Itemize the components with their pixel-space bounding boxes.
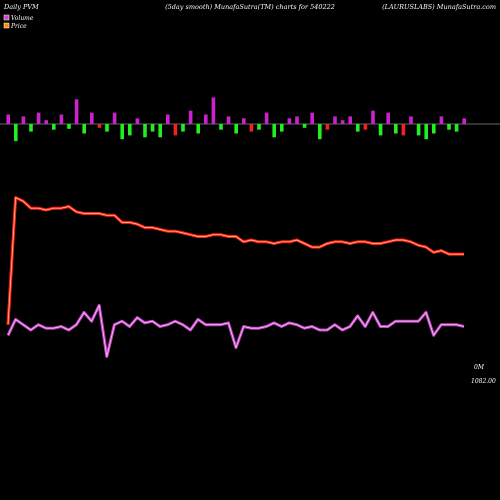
pvm-bar xyxy=(386,112,390,124)
pvm-bar xyxy=(59,114,64,124)
pvm-bars xyxy=(6,97,466,142)
pvm-bar xyxy=(97,124,102,128)
pvm-bar xyxy=(439,116,444,124)
pvm-bar xyxy=(432,124,436,134)
pvm-bar xyxy=(120,124,124,140)
legend-volume-label: Volume xyxy=(11,15,34,22)
legend-price-swatch xyxy=(3,22,10,29)
pvm-bar xyxy=(6,114,10,124)
pvm-bar xyxy=(52,124,56,130)
pvm-bar xyxy=(181,124,185,132)
pvm-bar xyxy=(44,120,48,124)
pvm-bar xyxy=(272,124,276,138)
pvm-bar xyxy=(363,124,368,130)
pvm-bar xyxy=(112,112,117,124)
pvm-bar xyxy=(211,97,216,124)
pvm-bar xyxy=(135,118,140,124)
pvm-bar xyxy=(462,118,466,124)
volume-line xyxy=(7,304,465,357)
price-end-label: 1082.00 xyxy=(471,378,496,385)
pvm-bar xyxy=(158,124,162,138)
pvm-bar xyxy=(188,110,193,124)
pvm-bar xyxy=(378,124,383,136)
pvm-bar xyxy=(424,124,428,140)
legend-price-label: Price xyxy=(10,23,27,30)
pvm-bar xyxy=(226,116,231,124)
pvm-bar xyxy=(280,124,284,132)
pvm-bar xyxy=(318,124,322,140)
pvm-bar xyxy=(173,124,178,136)
pvm-bar xyxy=(264,112,269,124)
pvm-bar xyxy=(219,124,223,130)
pvm-bar xyxy=(150,124,155,132)
pvm-bar xyxy=(401,124,406,136)
header-center: (5day smooth) MunafaSutra(TM) charts for… xyxy=(165,3,335,11)
pvm-bar xyxy=(416,124,421,136)
header-left: Daily PVM xyxy=(3,3,39,11)
pvm-bar xyxy=(333,116,337,124)
pvm-bar xyxy=(29,124,33,132)
pvm-bar xyxy=(21,116,26,124)
pvm-bar xyxy=(74,99,79,124)
pvm-bar xyxy=(340,120,345,124)
pvm-bar xyxy=(196,124,200,134)
price-line xyxy=(7,197,464,325)
pvm-bar xyxy=(128,124,132,136)
pvm-bar xyxy=(90,112,94,124)
pvm-bar xyxy=(409,116,413,124)
legend-volume-swatch xyxy=(3,14,10,21)
volume-end-label: 0M xyxy=(474,364,485,371)
header-right: (LAURUSLABS) MunafaSutra.com xyxy=(382,3,496,11)
pvm-bar xyxy=(257,124,261,130)
pvm-bar xyxy=(356,124,360,132)
pvm-bar xyxy=(105,124,109,132)
pvm-bar xyxy=(143,124,147,138)
pvm-bar xyxy=(348,116,352,124)
pvm-bar xyxy=(454,124,459,132)
pvm-bar xyxy=(371,110,375,124)
pvm-bar xyxy=(166,114,170,124)
pvm-bar xyxy=(204,114,208,124)
pvm-bar xyxy=(310,112,314,124)
pvm-bar xyxy=(325,124,330,130)
pvm-bar xyxy=(67,124,71,129)
pvm-bar xyxy=(234,124,238,134)
pvm-bar xyxy=(14,124,18,142)
pvm-bar xyxy=(302,124,307,128)
pvm-bar xyxy=(295,116,299,124)
pvm-bar xyxy=(394,124,398,134)
pvm-bar xyxy=(447,124,451,130)
pvm-bar xyxy=(36,112,41,124)
pvm-bar xyxy=(287,118,292,124)
pvm-bar xyxy=(242,118,246,124)
pvm-bar xyxy=(82,124,86,134)
pvm-bar xyxy=(249,124,254,132)
